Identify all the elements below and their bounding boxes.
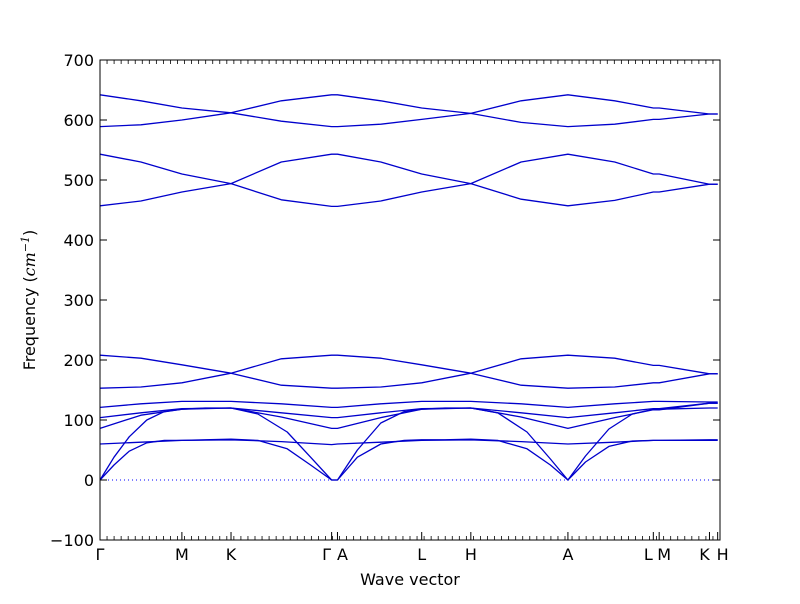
band-series-2 xyxy=(99,112,718,128)
x-tick-label: A xyxy=(562,545,573,564)
y-tick-label: 400 xyxy=(63,231,94,250)
band-series-6 xyxy=(99,372,718,389)
y-tick-label: 200 xyxy=(63,351,94,370)
band-series-1 xyxy=(99,94,718,115)
band-series-7 xyxy=(99,400,718,409)
x-tick-label: H xyxy=(717,545,729,564)
y-tick-label: 700 xyxy=(63,51,94,70)
band-series-11 xyxy=(99,438,718,481)
x-tick-label: L xyxy=(644,545,653,564)
x-tick-label: Γ xyxy=(96,545,105,564)
y-tick-label: 0 xyxy=(84,471,94,490)
plot-area xyxy=(99,94,720,481)
band-series-10 xyxy=(99,407,718,481)
x-tick-label: M xyxy=(657,545,671,564)
x-tick-label: Γ xyxy=(322,545,331,564)
y-axis-title-main: Frequency xyxy=(20,288,39,371)
band-series-5 xyxy=(99,354,718,375)
band-series-4 xyxy=(99,182,718,208)
y-tick-label: 100 xyxy=(63,411,94,430)
band-series-3 xyxy=(99,153,718,185)
x-tick-label: M xyxy=(175,545,189,564)
y-tick-label: 300 xyxy=(63,291,94,310)
band-series-9 xyxy=(99,402,718,430)
x-tick-label: L xyxy=(417,545,426,564)
x-tick-label: H xyxy=(465,545,477,564)
y-axis-title: Frequency (cm−1) xyxy=(19,230,40,371)
band-series-12 xyxy=(99,439,718,446)
y-axis-unit-exponent: −1 xyxy=(19,236,32,252)
plot-frame xyxy=(99,59,721,541)
x-tick-label: K xyxy=(699,545,710,564)
x-axis-title: Wave vector xyxy=(360,570,460,589)
y-tick-label: 600 xyxy=(63,111,94,130)
x-tick-label: A xyxy=(337,545,348,564)
x-tick-label: K xyxy=(226,545,237,564)
y-tick-label: 500 xyxy=(63,171,94,190)
y-tick-label: −100 xyxy=(50,531,94,550)
y-axis-unit: cm xyxy=(20,252,39,276)
